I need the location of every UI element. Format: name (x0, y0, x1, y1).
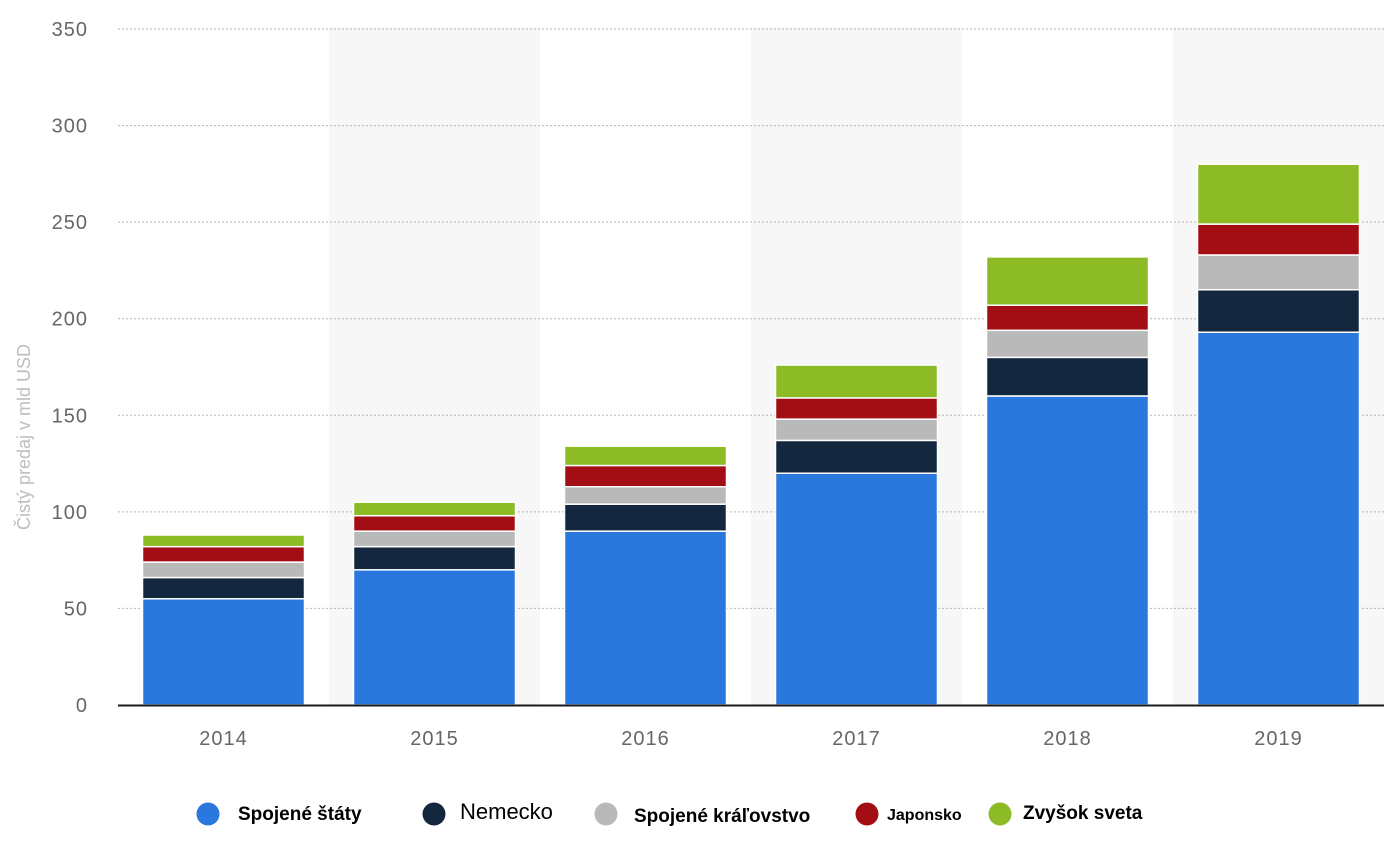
legend-item[interactable]: Nemecko (422, 799, 553, 826)
bar-segment[interactable] (1196, 288, 1361, 333)
legend-swatch (196, 802, 220, 826)
bar-segment[interactable] (352, 501, 517, 517)
legend: Spojené štáty Nemecko Spojené kráľovstvo Ja… (196, 799, 1143, 828)
gridlines (118, 28, 1384, 609)
bar-segment[interactable] (1196, 331, 1361, 706)
legend-label: Zvyšok sveta (1023, 803, 1143, 824)
bar-segment[interactable] (563, 485, 728, 505)
bar-segment[interactable] (563, 530, 728, 706)
legend-swatch (594, 802, 618, 826)
bar-segment[interactable] (774, 439, 939, 474)
x-tick-label: 2014 (199, 728, 248, 750)
bar-segment[interactable] (352, 514, 517, 532)
bar-segment[interactable] (1196, 254, 1361, 291)
bar-segment[interactable] (985, 304, 1150, 332)
y-tick-labels: 0 50 100 150 200 250 300 350 (52, 19, 88, 717)
y-tick-label: 50 (64, 598, 88, 620)
legend-item[interactable]: Japonsko (855, 802, 962, 826)
bar-segment[interactable] (1196, 223, 1361, 256)
bar-segment[interactable] (141, 561, 306, 579)
y-tick-label: 100 (52, 502, 88, 524)
bars (141, 163, 1361, 706)
legend-label: Japonsko (887, 807, 962, 824)
y-tick-label: 300 (52, 116, 88, 138)
bar-segment[interactable] (985, 395, 1150, 706)
legend-label: Spojené kráľovstvo (634, 806, 810, 827)
legend-label: Spojené štáty (238, 804, 362, 825)
legend-item[interactable]: Spojené kráľovstvo (594, 802, 811, 828)
y-tick-label: 200 (52, 309, 88, 331)
legend-item[interactable]: Spojené štáty (196, 802, 362, 826)
bar-segment[interactable] (141, 545, 306, 563)
y-axis-title: Čistý predaj v mld USD (13, 344, 34, 530)
legend-swatch (422, 802, 446, 826)
legend-label: Nemecko (460, 799, 553, 824)
x-tick-label: 2019 (1254, 728, 1303, 750)
bar-segment[interactable] (985, 256, 1150, 306)
bar-segment[interactable] (774, 418, 939, 442)
bar-segment[interactable] (352, 530, 517, 548)
bar-segment[interactable] (774, 397, 939, 420)
bar-segment[interactable] (774, 472, 939, 706)
legend-item[interactable]: Zvyšok sveta (988, 802, 1143, 826)
bar-segment[interactable] (563, 503, 728, 532)
x-tick-label: 2018 (1043, 728, 1092, 750)
y-tick-label: 150 (52, 405, 88, 427)
bar-segment[interactable] (774, 364, 939, 399)
y-tick-label: 0 (76, 695, 88, 717)
y-tick-label: 350 (52, 19, 88, 41)
bar-segment[interactable] (1196, 163, 1361, 225)
bar-segment[interactable] (563, 464, 728, 488)
legend-swatch (988, 802, 1012, 826)
bar-segment[interactable] (141, 576, 306, 600)
bar-segment[interactable] (352, 569, 517, 706)
bar-segment[interactable] (985, 329, 1150, 359)
y-tick-label: 250 (52, 212, 88, 234)
x-tick-label: 2016 (621, 728, 670, 750)
bar-segment[interactable] (563, 445, 728, 467)
x-tick-label: 2015 (410, 728, 459, 750)
bar-segment[interactable] (141, 534, 306, 548)
bar-segment[interactable] (352, 545, 517, 571)
bar-segment[interactable] (141, 598, 306, 706)
x-tick-label: 2017 (832, 728, 881, 750)
legend-swatch (855, 802, 879, 826)
bar-segment[interactable] (985, 356, 1150, 397)
x-tick-labels: 2014 2015 2016 2017 2018 2019 (199, 728, 1303, 750)
